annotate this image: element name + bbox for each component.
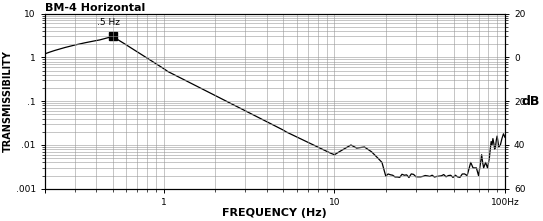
Text: BM-4 Horizontal: BM-4 Horizontal [45,3,145,13]
X-axis label: FREQUENCY (Hz): FREQUENCY (Hz) [223,208,327,218]
Y-axis label: TRANSMISSIBILITY: TRANSMISSIBILITY [3,50,13,152]
Y-axis label: dB: dB [522,95,540,108]
Text: .5 Hz: .5 Hz [97,18,120,27]
